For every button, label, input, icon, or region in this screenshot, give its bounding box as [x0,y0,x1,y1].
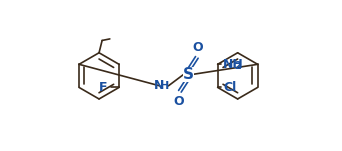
Text: 2: 2 [235,61,241,71]
Text: F: F [99,81,107,94]
Text: Cl: Cl [223,81,236,94]
Text: N: N [154,79,164,92]
Text: S: S [183,67,194,82]
Text: O: O [174,95,184,108]
Text: NH: NH [223,58,244,71]
Text: H: H [160,81,169,91]
Text: O: O [192,40,203,54]
